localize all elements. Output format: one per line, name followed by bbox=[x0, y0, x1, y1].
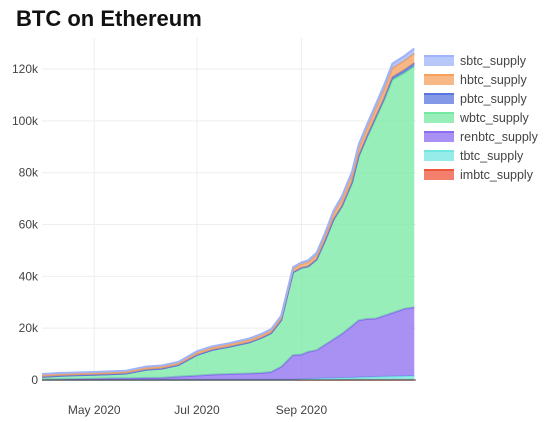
stacked-areas bbox=[41, 47, 415, 381]
y-tick-label: 0 bbox=[31, 373, 38, 387]
legend-label: sbtc_supply bbox=[460, 54, 527, 68]
legend-label: renbtc_supply bbox=[460, 130, 539, 144]
legend-label: wbtc_supply bbox=[459, 111, 530, 125]
area-renbtc-supply bbox=[42, 307, 415, 380]
axes: 0 20k 40k 60k 80k 100k 120k May 2020 Jul 2020 Sep… bbox=[12, 62, 416, 417]
legend-item-wbtc-supply[interactable]: wbtc_supply bbox=[424, 111, 530, 125]
legend-item-hbtc-supply[interactable]: hbtc_supply bbox=[424, 73, 527, 87]
legend-label: hbtc_supply bbox=[460, 73, 527, 87]
legend-item-imbtc-supply[interactable]: imbtc_supply bbox=[424, 168, 534, 182]
legend-label: pbtc_supply bbox=[460, 92, 527, 106]
legend-swatch bbox=[424, 132, 454, 142]
legend-item-pbtc-supply[interactable]: pbtc_supply bbox=[424, 92, 527, 106]
x-tick-label: May 2020 bbox=[68, 403, 121, 417]
x-tick-label: Jul 2020 bbox=[174, 403, 220, 417]
legend-swatch bbox=[424, 151, 454, 161]
legend-swatch bbox=[424, 113, 454, 123]
grid-lines bbox=[42, 38, 416, 380]
chart-title: BTC on Ethereum bbox=[16, 6, 202, 31]
y-tick-label: 40k bbox=[19, 269, 39, 283]
y-tick-label: 20k bbox=[19, 321, 39, 335]
y-tick-label: 60k bbox=[19, 218, 39, 232]
legend-swatch bbox=[424, 94, 454, 104]
line-sbtc-supply bbox=[41, 47, 415, 375]
y-tick-label: 120k bbox=[12, 62, 39, 76]
legend-item-sbtc-supply[interactable]: sbtc_supply bbox=[424, 54, 527, 68]
legend-item-tbtc-supply[interactable]: tbtc_supply bbox=[424, 149, 524, 163]
legend-label: tbtc_supply bbox=[460, 149, 524, 163]
legend-swatch bbox=[424, 56, 454, 66]
area-wbtc-supply bbox=[42, 66, 415, 380]
legend-label: imbtc_supply bbox=[460, 168, 534, 182]
y-tick-label: 100k bbox=[12, 114, 39, 128]
legend[interactable]: sbtc_supply hbtc_supply pbtc_supply wbtc_su… bbox=[424, 54, 539, 182]
legend-item-renbtc-supply[interactable]: renbtc_supply bbox=[424, 130, 539, 144]
x-tick-label: Sep 2020 bbox=[276, 403, 328, 417]
legend-swatch bbox=[424, 75, 454, 85]
y-tick-label: 80k bbox=[19, 166, 39, 180]
legend-swatch bbox=[424, 170, 454, 180]
